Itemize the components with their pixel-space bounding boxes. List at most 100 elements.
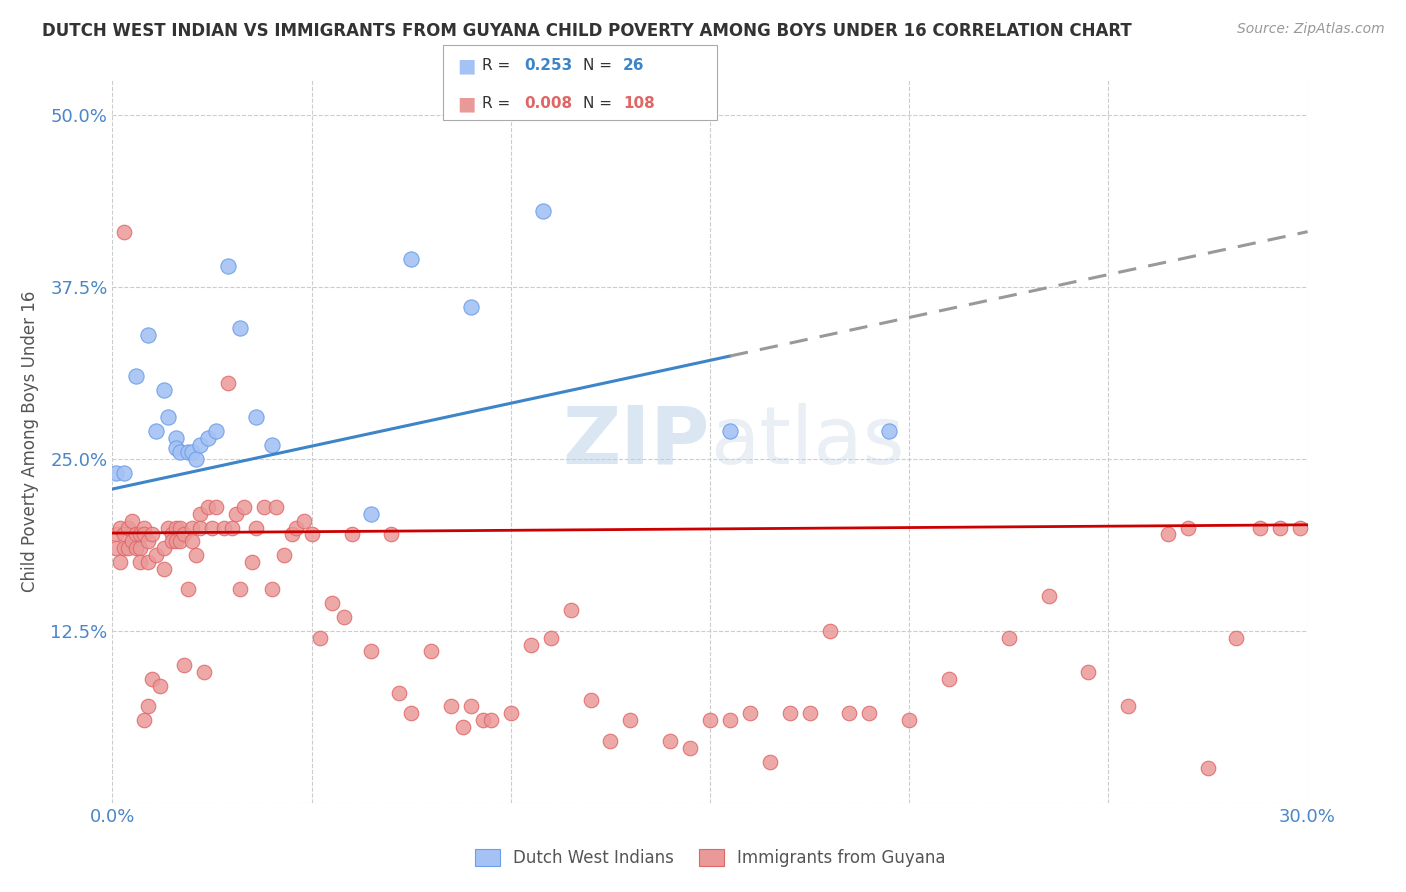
Point: [898, 713, 921, 727]
Text: 0.008: 0.008: [524, 96, 572, 112]
Point: [117, 541, 139, 556]
Point: [838, 706, 860, 721]
Point: [105, 541, 128, 556]
Point: [1225, 631, 1247, 645]
Point: [105, 527, 128, 541]
Point: [245, 410, 267, 425]
Point: [134, 527, 156, 541]
Point: [718, 424, 741, 438]
Point: [1077, 665, 1099, 679]
Point: [217, 259, 239, 273]
Point: [273, 548, 295, 562]
Point: [157, 410, 180, 425]
Point: [162, 534, 183, 549]
Point: [169, 520, 191, 534]
Point: [134, 520, 156, 534]
Text: 0.253: 0.253: [524, 58, 572, 73]
Point: [1118, 699, 1140, 714]
Point: [659, 734, 682, 748]
Point: [240, 555, 263, 569]
Point: [165, 441, 187, 455]
Point: [177, 445, 200, 459]
Point: [201, 520, 224, 534]
Point: [401, 252, 423, 267]
Text: ■: ■: [457, 95, 475, 113]
Point: [129, 541, 152, 556]
Point: [225, 507, 247, 521]
Text: R =: R =: [482, 58, 516, 73]
Point: [858, 706, 880, 721]
Point: [301, 527, 323, 541]
Point: [117, 520, 139, 534]
Point: [264, 500, 287, 514]
Point: [340, 527, 363, 541]
Point: [181, 445, 204, 459]
Point: [560, 603, 582, 617]
Point: [520, 638, 543, 652]
Legend: Dutch West Indians, Immigrants from Guyana: Dutch West Indians, Immigrants from Guya…: [468, 842, 952, 874]
Point: [1249, 520, 1271, 534]
Point: [472, 713, 495, 727]
Point: [460, 301, 482, 315]
Point: [157, 520, 180, 534]
Point: [1197, 761, 1219, 775]
Point: [360, 644, 382, 658]
Point: [129, 527, 152, 541]
Point: [1157, 527, 1180, 541]
Point: [138, 327, 160, 342]
Point: [153, 541, 176, 556]
Point: [169, 445, 191, 459]
Point: [114, 527, 135, 541]
Point: [499, 706, 522, 721]
Point: [699, 713, 721, 727]
Point: [141, 527, 163, 541]
Point: [260, 582, 283, 597]
Point: [162, 527, 183, 541]
Text: DUTCH WEST INDIAN VS IMMIGRANTS FROM GUYANA CHILD POVERTY AMONG BOYS UNDER 16 CO: DUTCH WEST INDIAN VS IMMIGRANTS FROM GUY…: [42, 22, 1132, 40]
Point: [360, 507, 382, 521]
Point: [138, 699, 160, 714]
Point: [134, 713, 156, 727]
Point: [292, 514, 315, 528]
Point: [420, 644, 443, 658]
Point: [479, 713, 502, 727]
Point: [125, 527, 148, 541]
Point: [451, 720, 474, 734]
Point: [1268, 520, 1291, 534]
Point: [186, 451, 208, 466]
Point: [440, 699, 463, 714]
Point: [173, 658, 195, 673]
Point: [619, 713, 641, 727]
Text: 108: 108: [623, 96, 655, 112]
Point: [177, 582, 200, 597]
Point: [188, 520, 211, 534]
Point: [579, 692, 602, 706]
Text: ■: ■: [457, 56, 475, 75]
Point: [332, 610, 354, 624]
Point: [998, 631, 1021, 645]
Point: [1177, 520, 1199, 534]
Point: [380, 527, 402, 541]
Point: [205, 424, 228, 438]
Point: [879, 424, 901, 438]
Point: [138, 555, 160, 569]
Point: [217, 376, 239, 390]
Point: [938, 672, 960, 686]
Point: [284, 520, 307, 534]
Point: [679, 740, 702, 755]
Point: [229, 321, 252, 335]
Point: [165, 534, 187, 549]
Point: [121, 534, 143, 549]
Point: [138, 534, 160, 549]
Point: [759, 755, 782, 769]
Point: [125, 369, 148, 384]
Point: [129, 555, 152, 569]
Point: [531, 204, 554, 219]
Point: [165, 431, 187, 445]
Point: [388, 686, 411, 700]
Point: [114, 541, 135, 556]
Point: [321, 596, 343, 610]
Text: R =: R =: [482, 96, 516, 112]
Point: [799, 706, 821, 721]
Point: [145, 548, 167, 562]
